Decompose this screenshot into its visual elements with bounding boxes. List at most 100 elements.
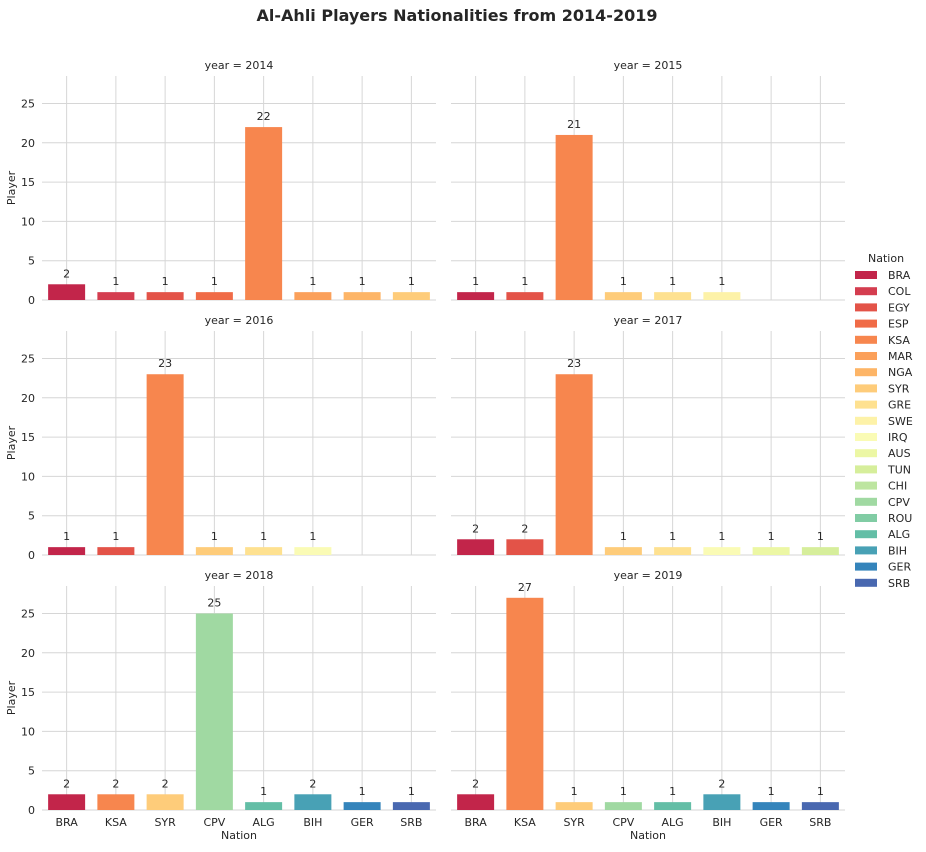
x-tick-label: SYR [563,816,585,829]
bar-value-label: 1 [408,275,415,288]
y-tick-label: 0 [28,549,35,562]
legend-label: NGA [888,366,913,379]
bar-nga [343,292,381,300]
legend-label: TUN [887,463,911,476]
legend-label: CPV [888,496,910,509]
bar-mar [294,292,332,300]
legend-title: Nation [868,252,904,265]
bar-value-label: 2 [63,267,70,280]
y-tick-label: 20 [21,137,35,150]
legend-item: GRE [855,399,911,412]
legend-item: BIH [855,544,907,557]
bar-egy [97,547,135,555]
bar-srb [801,802,839,810]
panel-title: year = 2018 [205,569,274,582]
legend-item: SWE [855,415,913,428]
bar-gre [654,547,692,555]
panel-title: year = 2014 [205,59,274,72]
x-tick-label: KSA [105,816,127,829]
bar-value-label: 1 [817,530,824,543]
y-tick-label: 20 [21,392,35,405]
legend-swatch [855,303,877,312]
legend-swatch [855,287,877,296]
bar-value-label: 1 [718,530,725,543]
bar-ksa [97,794,135,810]
panel-5: 0 5 10 15 20 25 year = 2018 2 2 2 25 1 2 1 1 Player BRA K… [5,569,436,842]
bar-ksa [555,134,593,300]
panel-title: year = 2016 [205,314,274,327]
legend-item: ROU [855,512,912,525]
bar-ksa [245,127,283,300]
legend-swatch [855,335,877,344]
bar-syr [555,802,593,810]
panel-title: year = 2015 [614,59,683,72]
bar-value-label: 1 [472,275,479,288]
y-tick-label: 5 [28,765,35,778]
legend-label: COL [888,285,911,298]
legend-item: IRQ [855,431,908,444]
legend-label: SRB [888,577,910,590]
legend-item: SRB [855,577,910,590]
y-tick-label: 5 [28,510,35,523]
legend-swatch [855,514,877,522]
bar-ger [343,802,381,810]
bar-bra [48,284,86,300]
bar-syr [392,292,430,300]
legend-swatch [855,497,877,506]
legend-label: IRQ [888,431,908,444]
bar-cpv [604,802,642,810]
bar-ksa [506,597,544,810]
legend-swatch [855,319,877,328]
bar-cpv [195,613,233,810]
x-tick-label: CPV [612,816,634,829]
x-tick-label: BIH [303,816,322,829]
legend-label: KSA [888,334,910,347]
bar-tun [801,547,839,555]
bar-syr [195,547,233,555]
legend-swatch [855,546,877,555]
bar-value-label: 1 [211,275,218,288]
bar-value-label: 1 [112,275,119,288]
y-tick-label: 0 [28,804,35,817]
panel-title: year = 2017 [614,314,683,327]
x-tick-label: BIH [712,816,731,829]
bar-syr [146,794,184,810]
bar-irq [703,547,741,555]
bar-value-label: 1 [408,785,415,798]
x-tick-label: KSA [514,816,536,829]
legend-swatch [855,416,877,425]
legend-label: ESP [888,318,909,331]
legend-item: CPV [855,496,910,509]
bar-value-label: 1 [620,275,627,288]
legend-item: TUN [855,463,911,476]
panel-4: year = 2017 2 2 23 1 1 1 1 1 [451,314,845,556]
bar-value-label: 21 [567,118,581,131]
legend-swatch [855,368,877,377]
legend-item: SYR [855,382,910,395]
legend-swatch [855,465,877,474]
bar-aus [752,547,790,555]
bar-value-label: 1 [359,275,366,288]
legend-item: AUS [855,447,911,460]
bar-value-label: 1 [620,530,627,543]
legend-label: SYR [888,382,910,395]
x-tick-label: BRA [464,816,487,829]
legend-swatch [855,352,877,360]
y-tick-label: 10 [21,725,35,738]
bar-ksa [555,374,593,555]
legend-swatch [855,562,877,571]
bar-bra [457,794,495,810]
legend-item: ALG [855,528,910,541]
chart-title: Al-Ahli Players Nationalities from 2014-… [257,6,658,25]
bar-value-label: 23 [158,357,172,370]
bar-value-label: 1 [309,275,316,288]
bar-bih [294,794,332,810]
legend-label: BIH [888,544,907,557]
x-tick-label: GER [351,816,374,829]
bar-value-label: 1 [669,275,676,288]
bar-value-label: 1 [817,785,824,798]
legend-item: KSA [855,334,910,347]
